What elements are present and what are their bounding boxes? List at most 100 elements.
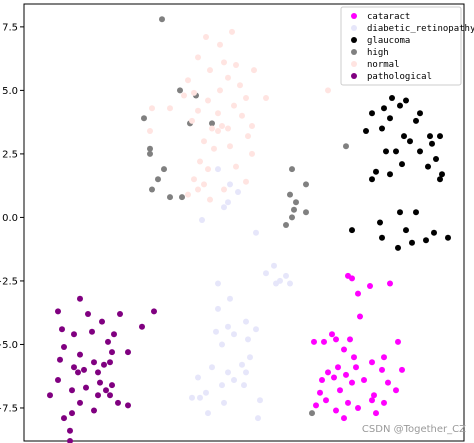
legend-label: diabetic_retinopathy xyxy=(367,24,474,34)
point-normal xyxy=(191,176,197,183)
point-pathological xyxy=(47,392,53,399)
point-diabetic-retinopathy xyxy=(239,361,245,368)
point-glaucoma xyxy=(413,117,419,124)
point-glaucoma xyxy=(413,209,419,216)
point-glaucoma xyxy=(399,161,405,168)
legend-marker xyxy=(351,73,357,79)
point-normal xyxy=(207,196,213,203)
point-pathological xyxy=(67,438,73,443)
point-diabetic-retinopathy xyxy=(283,272,289,279)
y-tick-label: −2.5 xyxy=(0,276,18,287)
point-glaucoma xyxy=(425,163,431,170)
point-pathological xyxy=(95,392,101,399)
point-normal xyxy=(233,62,239,68)
point-glaucoma xyxy=(383,148,389,155)
point-pathological xyxy=(99,318,105,325)
point-glaucoma xyxy=(397,209,403,216)
point-diabetic-retinopathy xyxy=(231,331,237,338)
point-normal xyxy=(249,150,255,157)
point-glaucoma xyxy=(393,148,399,155)
point-normal xyxy=(243,178,249,185)
point-cataract xyxy=(333,407,339,414)
point-normal xyxy=(205,97,211,104)
point-glaucoma xyxy=(427,133,433,140)
point-normal xyxy=(217,87,223,94)
point-diabetic-retinopathy xyxy=(243,318,249,325)
point-cataract xyxy=(353,364,359,371)
point-cataract xyxy=(341,346,347,353)
point-diabetic-retinopathy xyxy=(243,369,249,376)
point-diabetic-retinopathy xyxy=(225,323,231,330)
point-normal xyxy=(209,125,215,132)
point-pathological xyxy=(77,295,83,302)
point-pathological xyxy=(101,361,107,368)
point-pathological xyxy=(55,308,61,315)
point-pathological xyxy=(117,311,123,317)
point-pathological xyxy=(61,415,67,422)
point-high xyxy=(177,87,183,94)
point-normal xyxy=(325,87,331,94)
point-normal xyxy=(225,125,231,132)
legend-label: high xyxy=(367,48,389,58)
point-cataract xyxy=(335,364,341,371)
point-high xyxy=(287,191,293,198)
point-diabetic-retinopathy xyxy=(209,364,215,371)
point-high xyxy=(179,194,185,201)
point-normal xyxy=(233,163,239,170)
point-glaucoma xyxy=(403,227,409,234)
legend-label: glaucoma xyxy=(367,36,410,46)
point-high xyxy=(343,143,349,150)
point-pathological xyxy=(139,323,145,330)
point-pathological xyxy=(59,326,65,333)
point-high xyxy=(309,410,315,417)
point-high xyxy=(289,166,295,173)
point-normal xyxy=(201,181,207,188)
point-pathological xyxy=(111,331,117,338)
point-cataract xyxy=(311,338,317,345)
point-diabetic-retinopathy xyxy=(215,166,221,173)
y-tick-label: −7.5 xyxy=(0,403,18,414)
point-normal xyxy=(231,102,237,109)
point-diabetic-retinopathy xyxy=(197,394,203,401)
point-diabetic-retinopathy xyxy=(257,397,263,404)
point-diabetic-retinopathy xyxy=(263,270,269,277)
point-cataract xyxy=(393,387,399,394)
point-high xyxy=(167,194,173,201)
point-diabetic-retinopathy xyxy=(195,374,201,381)
legend-label: cataract xyxy=(367,12,410,22)
point-high xyxy=(147,145,153,152)
y-tick-label: −5.0 xyxy=(0,340,18,351)
point-cataract xyxy=(349,379,355,386)
point-pathological xyxy=(71,364,77,371)
point-diabetic-retinopathy xyxy=(235,189,241,195)
point-glaucoma xyxy=(445,234,451,241)
point-diabetic-retinopathy xyxy=(221,204,227,211)
point-normal xyxy=(189,117,195,124)
point-diabetic-retinopathy xyxy=(189,394,195,401)
y-tick-label: 7.5 xyxy=(2,22,18,33)
point-pathological xyxy=(109,349,115,356)
point-glaucoma xyxy=(369,110,375,117)
point-cataract xyxy=(355,405,361,411)
point-diabetic-retinopathy xyxy=(215,305,221,312)
point-pathological xyxy=(57,356,63,363)
point-diabetic-retinopathy xyxy=(203,389,209,396)
point-cataract xyxy=(387,280,393,287)
point-glaucoma xyxy=(369,176,375,183)
point-pathological xyxy=(77,351,83,358)
point-normal xyxy=(181,92,187,99)
point-pathological xyxy=(103,387,109,394)
point-glaucoma xyxy=(433,156,439,162)
point-high xyxy=(149,186,155,193)
point-normal xyxy=(195,54,201,61)
point-normal xyxy=(147,128,153,134)
point-cataract xyxy=(379,366,385,373)
point-normal xyxy=(251,67,257,74)
legend-marker xyxy=(351,37,357,43)
point-cataract xyxy=(333,336,339,343)
point-normal xyxy=(249,123,255,129)
point-pathological xyxy=(75,369,81,376)
point-diabetic-retinopathy xyxy=(225,199,231,206)
point-glaucoma xyxy=(403,97,409,104)
point-normal xyxy=(239,112,245,119)
